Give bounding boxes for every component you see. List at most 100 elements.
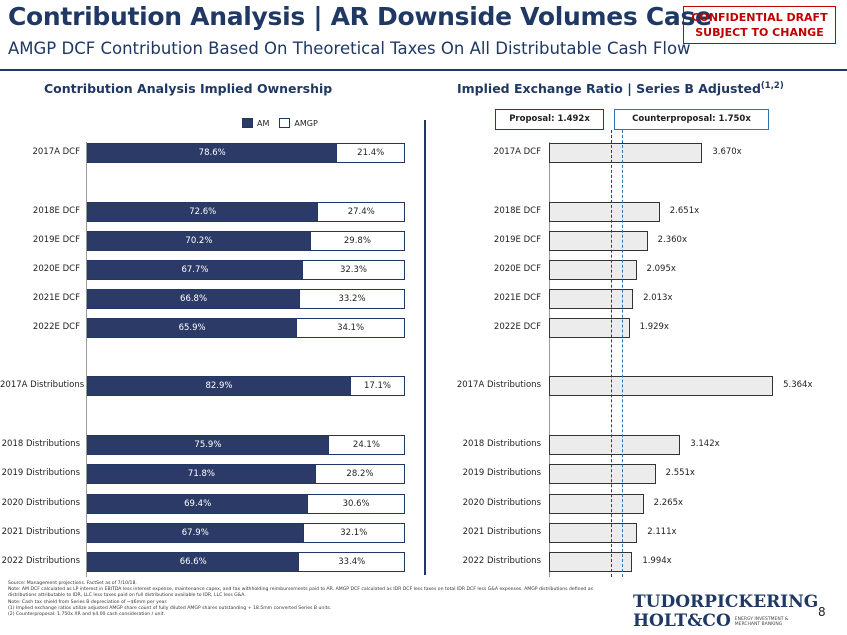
counterproposal-reference-line xyxy=(622,130,624,577)
ownership-bar: 67.7% 32.3% xyxy=(87,260,405,280)
legend-label-am: AM xyxy=(257,118,270,128)
ownership-category-label: 2020 Distributions xyxy=(1,498,80,508)
ratio-bar xyxy=(549,318,630,338)
right-section-title: Implied Exchange Ratio | Series B Adjust… xyxy=(457,81,784,96)
ownership-bar: 67.9% 32.1% xyxy=(87,523,405,543)
ownership-bar-amgp-segment: 27.4% xyxy=(317,203,404,221)
ownership-bar-amgp-segment: 34.1% xyxy=(296,319,404,337)
ownership-bar-amgp-segment: 29.8% xyxy=(309,232,404,250)
section-divider xyxy=(424,120,426,575)
ownership-bar: 78.6% 21.4% xyxy=(87,143,405,163)
ratio-category-label: 2017A DCF xyxy=(493,147,541,157)
ownership-bar-amgp-segment: 24.1% xyxy=(327,436,404,454)
ownership-bar: 65.9% 34.1% xyxy=(87,318,405,338)
ownership-bar-am-segment: 66.6% xyxy=(88,553,299,571)
ownership-bar: 69.4% 30.6% xyxy=(87,494,405,514)
ownership-category-label: 2022 Distributions xyxy=(1,556,80,566)
legend-swatch-amgp xyxy=(279,118,291,128)
ownership-category-label: 2021E DCF xyxy=(32,293,80,303)
ratio-bar xyxy=(549,464,656,484)
logo-line-1: TUDORPICKERING xyxy=(633,592,819,612)
ownership-chart-axis xyxy=(86,142,87,577)
ratio-bar xyxy=(549,494,644,514)
footnote-1: (1) Implied exchange ratios utilize adju… xyxy=(8,605,332,611)
ownership-bar-amgp-segment: 17.1% xyxy=(349,377,404,395)
ownership-bar-am-segment: 82.9% xyxy=(88,377,350,395)
ratio-category-label: 2019 Distributions xyxy=(462,468,541,478)
confidential-line-1: CONFIDENTIAL DRAFT xyxy=(691,11,828,24)
footnote-note-2: Note: Cash tax shield from Series B depr… xyxy=(8,599,168,605)
confidential-line-2: SUBJECT TO CHANGE xyxy=(695,26,824,39)
proposal-box: Proposal: 1.492x xyxy=(495,109,604,130)
footnote-note-1: Note: AM DCF calculated as LP interest i… xyxy=(8,587,593,599)
ownership-bar-am-segment: 71.8% xyxy=(88,465,315,483)
footnotes: Source: Management projections. FactSet … xyxy=(8,581,608,618)
ratio-bar xyxy=(549,289,634,309)
ratio-bar-value-label: 3.142x xyxy=(690,439,720,449)
ratio-bar xyxy=(549,143,703,163)
ratio-category-label: 2018E DCF xyxy=(493,206,541,216)
ratio-bar-value-label: 2.651x xyxy=(669,206,700,216)
ratio-category-label: 2020 Distributions xyxy=(462,498,541,508)
ownership-bar-amgp-segment: 32.1% xyxy=(302,524,404,542)
ratio-bar xyxy=(549,231,648,251)
ownership-category-label: 2019 Distributions xyxy=(1,468,80,478)
confidential-badge: CONFIDENTIAL DRAFT SUBJECT TO CHANGE xyxy=(683,6,836,44)
ownership-category-label: 2018 Distributions xyxy=(1,439,80,449)
ratio-category-label: 2017A Distributions xyxy=(456,380,541,390)
ownership-category-label: 2021 Distributions xyxy=(1,527,80,537)
ownership-category-label: 2019E DCF xyxy=(32,235,80,245)
legend-label-amgp: AMGP xyxy=(294,118,318,128)
ownership-bar: 66.8% 33.2% xyxy=(87,289,405,309)
logo-line-2: HOLT&CO ENERGY INVESTMENT & MERCHANT BANKI… xyxy=(633,612,818,631)
header-rule xyxy=(0,69,847,71)
ownership-category-label: 2020E DCF xyxy=(32,264,80,274)
ratio-category-label: 2021 Distributions xyxy=(462,527,541,537)
exchange-ratio-chart: 2017A DCF 3.670x 2018E DCF 2.651x 2019E DCF 2… xyxy=(424,0,847,580)
counterproposal-box: Counterproposal: 1.750x xyxy=(614,109,769,130)
ownership-category-label: 2018E DCF xyxy=(32,206,80,216)
footnote-2: (2) Counterproposal: 1.750x XR and $4.00… xyxy=(8,612,165,618)
ratio-bar-value-label: 2.265x xyxy=(653,498,684,508)
ownership-bar-am-segment: 70.2% xyxy=(88,232,310,250)
ownership-bar-amgp-segment: 21.4% xyxy=(336,144,404,162)
exchange-ratio-chart-axis xyxy=(549,142,550,577)
ratio-bar-value-label: 2.360x xyxy=(657,235,687,245)
ownership-bar-am-segment: 66.8% xyxy=(88,290,300,308)
ratio-category-label: 2019E DCF xyxy=(493,235,541,245)
ratio-bar xyxy=(549,552,633,572)
ratio-bar xyxy=(549,260,637,280)
ownership-bar-amgp-segment: 28.2% xyxy=(314,465,404,483)
logo-line-2-text: HOLT&CO xyxy=(633,611,731,631)
ownership-bar-am-segment: 69.4% xyxy=(88,495,308,513)
ratio-bar xyxy=(549,523,638,543)
ratio-bar-value-label: 2.013x xyxy=(643,293,673,303)
ratio-bar xyxy=(549,376,774,396)
ownership-bar-am-segment: 67.7% xyxy=(88,261,302,279)
ratio-bar xyxy=(549,435,681,455)
ownership-category-label: 2017A Distributions xyxy=(0,380,85,390)
ownership-bar-amgp-segment: 33.2% xyxy=(299,290,404,308)
ownership-bar-am-segment: 75.9% xyxy=(88,436,328,454)
legend-swatch-am xyxy=(242,118,253,128)
ratio-bar xyxy=(549,202,660,222)
logo-tagline-2: MERCHANT BANKING xyxy=(734,621,783,627)
ratio-bar-value-label: 1.994x xyxy=(642,556,672,566)
footnote-source: Source: Management projections. FactSet … xyxy=(8,581,137,586)
ratio-bar-value-label: 2.111x xyxy=(647,527,677,537)
page-title: Contribution Analysis | AR Downside Volu… xyxy=(8,2,712,31)
ratio-category-label: 2022E DCF xyxy=(493,322,541,332)
right-section-title-text: Implied Exchange Ratio | Series B Adjust… xyxy=(457,81,761,97)
company-logo: TUDORPICKERING HOLT&CO ENERGY INVESTMENT … xyxy=(633,593,818,631)
ownership-bar: 75.9% 24.1% xyxy=(87,435,405,455)
ratio-category-label: 2020E DCF xyxy=(493,264,541,274)
ownership-bar-am-segment: 65.9% xyxy=(88,319,297,337)
ratio-bar-value-label: 5.364x xyxy=(783,380,813,390)
ownership-bar: 82.9% 17.1% xyxy=(87,376,405,396)
ratio-bar-value-label: 3.670x xyxy=(712,147,742,157)
ownership-chart: 2017A DCF 78.6% 21.4% 2018E DCF 72.6% 27.4% 20… xyxy=(0,0,424,580)
ownership-bar: 71.8% 28.2% xyxy=(87,464,405,484)
page-number: 8 xyxy=(818,605,826,619)
right-section-title-sup: (1,2) xyxy=(760,81,784,91)
ratio-category-label: 2018 Distributions xyxy=(462,439,541,449)
